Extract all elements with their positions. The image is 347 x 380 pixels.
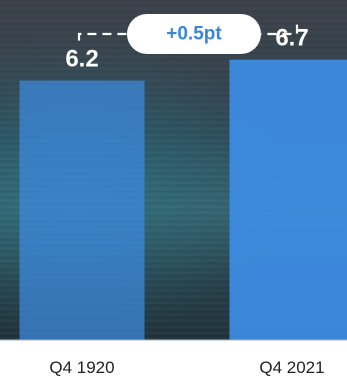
bar-value-label: 6.2 [65,46,98,73]
x-tick-label: Q4 1920 [49,358,114,377]
bar-value-label: 6.7 [275,25,308,52]
delta-pill [127,14,261,54]
bar [229,59,347,340]
x-tick-label: Q4 2021 [259,358,324,377]
delta-bracket [77,23,299,41]
axis-band [0,340,347,380]
delta-value-label: +0.5pt [166,24,222,45]
delta-annotation: +0.5pt [77,14,299,54]
bars-layer [19,59,347,340]
bar [19,80,145,340]
x-tick-labels: Q4 1920 Q4 2021 [49,358,324,377]
value-labels: 6.2 6.7 [65,25,308,73]
